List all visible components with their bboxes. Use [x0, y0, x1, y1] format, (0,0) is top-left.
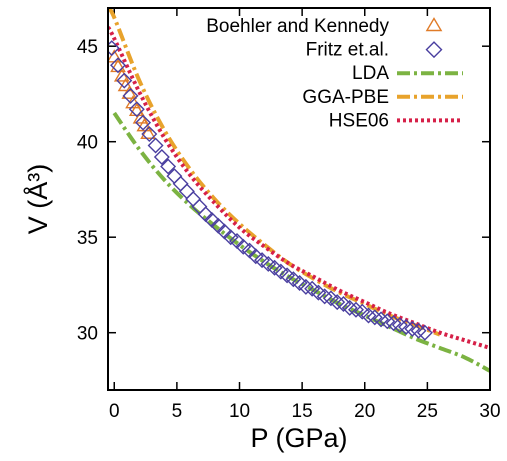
diamond-marker — [172, 175, 189, 192]
y-tick-label: 45 — [77, 37, 98, 58]
legend-label: GGA-PBE — [302, 87, 389, 108]
x-tick-label: 10 — [229, 401, 250, 422]
plot-frame — [107, 7, 491, 391]
x-tick-label: 20 — [354, 401, 375, 422]
diamond-marker — [116, 72, 133, 89]
diamond-marker — [398, 318, 415, 335]
y-tick-label: 40 — [77, 133, 98, 154]
diamond-marker — [410, 322, 427, 339]
legend-label: LDA — [352, 63, 389, 84]
diamond-marker — [122, 87, 139, 104]
diamond-marker — [297, 278, 314, 295]
diamond-marker — [141, 126, 158, 143]
diamond-marker — [366, 309, 383, 326]
diamond-marker — [108, 40, 120, 57]
diamond-marker — [185, 191, 202, 207]
triangle-marker — [140, 125, 156, 139]
legend-label: HSE06 — [329, 110, 389, 131]
y-tick-label: 30 — [77, 324, 98, 345]
x-tick-label: 5 — [172, 401, 183, 422]
diamond-marker — [160, 158, 177, 175]
diamond-marker — [347, 301, 364, 318]
diamond-marker — [135, 114, 152, 131]
diamond-marker — [128, 101, 145, 118]
diamond-marker — [379, 313, 396, 330]
x-tick-label: 25 — [417, 401, 438, 422]
legend-label: Boehler and Kennedy — [206, 16, 389, 37]
diamond-marker — [391, 317, 408, 334]
diamond-marker — [110, 57, 127, 74]
diamond-marker — [425, 41, 443, 59]
diamond-marker — [316, 288, 333, 305]
y-tick-label: 35 — [77, 228, 98, 249]
diamond-marker — [404, 320, 421, 337]
x-tick-label: 15 — [292, 401, 313, 422]
diamond-marker — [147, 137, 164, 154]
points — [108, 40, 433, 341]
diamond-marker — [329, 294, 346, 311]
curves — [108, 8, 490, 373]
diamond-marker — [360, 307, 377, 324]
diamond-marker — [385, 315, 402, 332]
tick-labels: 0 5 10 15 20 25 30 30 35 40 45 — [77, 37, 501, 422]
x-axis-title: P (GPa) — [250, 423, 347, 453]
triangle-marker — [425, 17, 443, 32]
x-tick-label: 0 — [109, 401, 120, 422]
legend-label: Fritz et.al. — [306, 40, 389, 61]
diamond-marker — [416, 324, 433, 341]
diamond-marker — [341, 299, 358, 316]
legend: Boehler and Kennedy Fritz et.al.LDA GGA-PB… — [206, 16, 463, 131]
diamond-marker — [373, 311, 390, 328]
y-axis-title: V (Å³) — [22, 164, 53, 235]
diamond-marker — [153, 148, 170, 165]
series-line-hse06 — [108, 26, 490, 350]
x-tick-label: 30 — [479, 401, 500, 422]
